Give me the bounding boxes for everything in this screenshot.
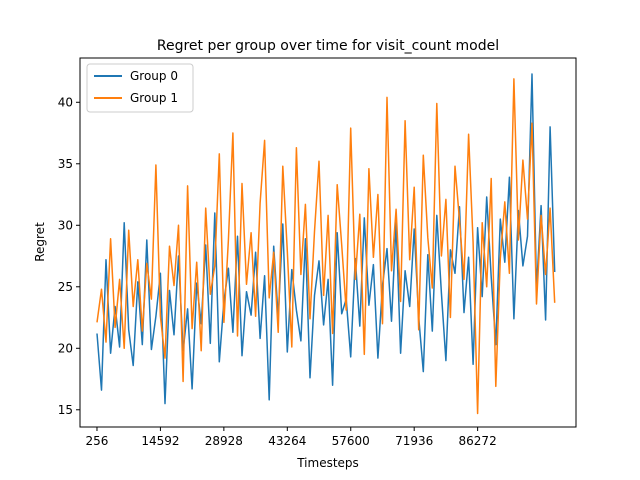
y-tick-label: 30: [58, 218, 73, 232]
x-tick-label: 28928: [205, 434, 243, 448]
y-tick-label: 15: [58, 403, 73, 417]
series-line-group-1: [96, 78, 556, 415]
x-tick-label: 71936: [395, 434, 433, 448]
y-tick-label: 25: [58, 280, 73, 294]
y-tick-label: 40: [58, 95, 73, 109]
x-tick-label: 86272: [459, 434, 497, 448]
chart-title: Regret per group over time for visit_cou…: [157, 38, 499, 54]
legend: Group 0 Group 1: [86, 63, 194, 113]
x-tick-label: 57600: [332, 434, 370, 448]
legend-label-group-0: Group 0: [130, 69, 178, 83]
y-tick-label: 20: [58, 341, 73, 355]
x-tick-label: 256: [86, 434, 109, 448]
x-axis-label: Timesteps: [296, 456, 359, 470]
x-axis: 256 14592 28928 43264 57600 71936 86272: [86, 427, 497, 448]
x-tick-label: 14592: [141, 434, 179, 448]
y-axis: 15 20 25 30 35 40: [58, 95, 80, 417]
x-tick-label: 43264: [268, 434, 306, 448]
legend-label-group-1: Group 1: [130, 91, 178, 105]
series-line-group-0: [96, 73, 556, 405]
y-axis-label: Regret: [33, 222, 47, 262]
plot-frame: [79, 57, 577, 428]
y-tick-label: 35: [58, 157, 73, 171]
